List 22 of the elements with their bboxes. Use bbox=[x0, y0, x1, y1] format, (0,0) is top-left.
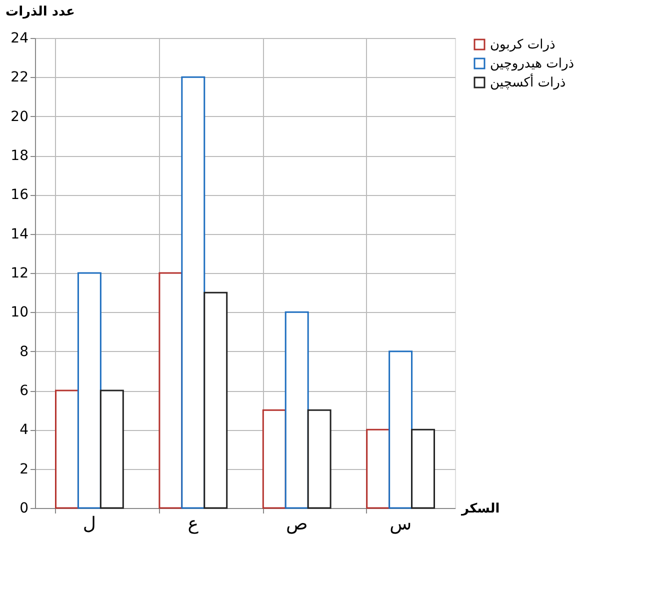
y-tick-label: 2 bbox=[20, 461, 28, 478]
x-tick-label: س bbox=[390, 514, 412, 534]
legend-label: ذرات كربون bbox=[490, 38, 556, 52]
y-tick-label: 18 bbox=[10, 148, 28, 164]
y-tick-label: 10 bbox=[10, 304, 28, 321]
y-axis-title: عدد الذرات bbox=[6, 4, 75, 20]
legend-label: ذرات هيدروچين bbox=[490, 56, 574, 72]
y-tick-label: 20 bbox=[10, 108, 28, 125]
x-axis-title: السكر bbox=[460, 502, 500, 516]
x-tick-label: ل bbox=[82, 514, 96, 534]
y-tick-label: 0 bbox=[20, 500, 28, 516]
y-tick-label: 22 bbox=[10, 70, 28, 86]
y-tick-label: 6 bbox=[20, 383, 29, 399]
y-tick-label: 4 bbox=[20, 422, 29, 438]
y-tick-label: 24 bbox=[10, 30, 29, 46]
y-tick-label: 14 bbox=[10, 226, 29, 242]
x-tick-label: ع bbox=[188, 514, 199, 534]
y-tick-label: 16 bbox=[10, 187, 29, 204]
x-tick-label: ص bbox=[286, 514, 308, 534]
y-tick-label: 12 bbox=[10, 266, 28, 282]
y-tick-label: 8 bbox=[20, 344, 28, 360]
legend-label: ذرات أكسچين bbox=[490, 74, 566, 90]
